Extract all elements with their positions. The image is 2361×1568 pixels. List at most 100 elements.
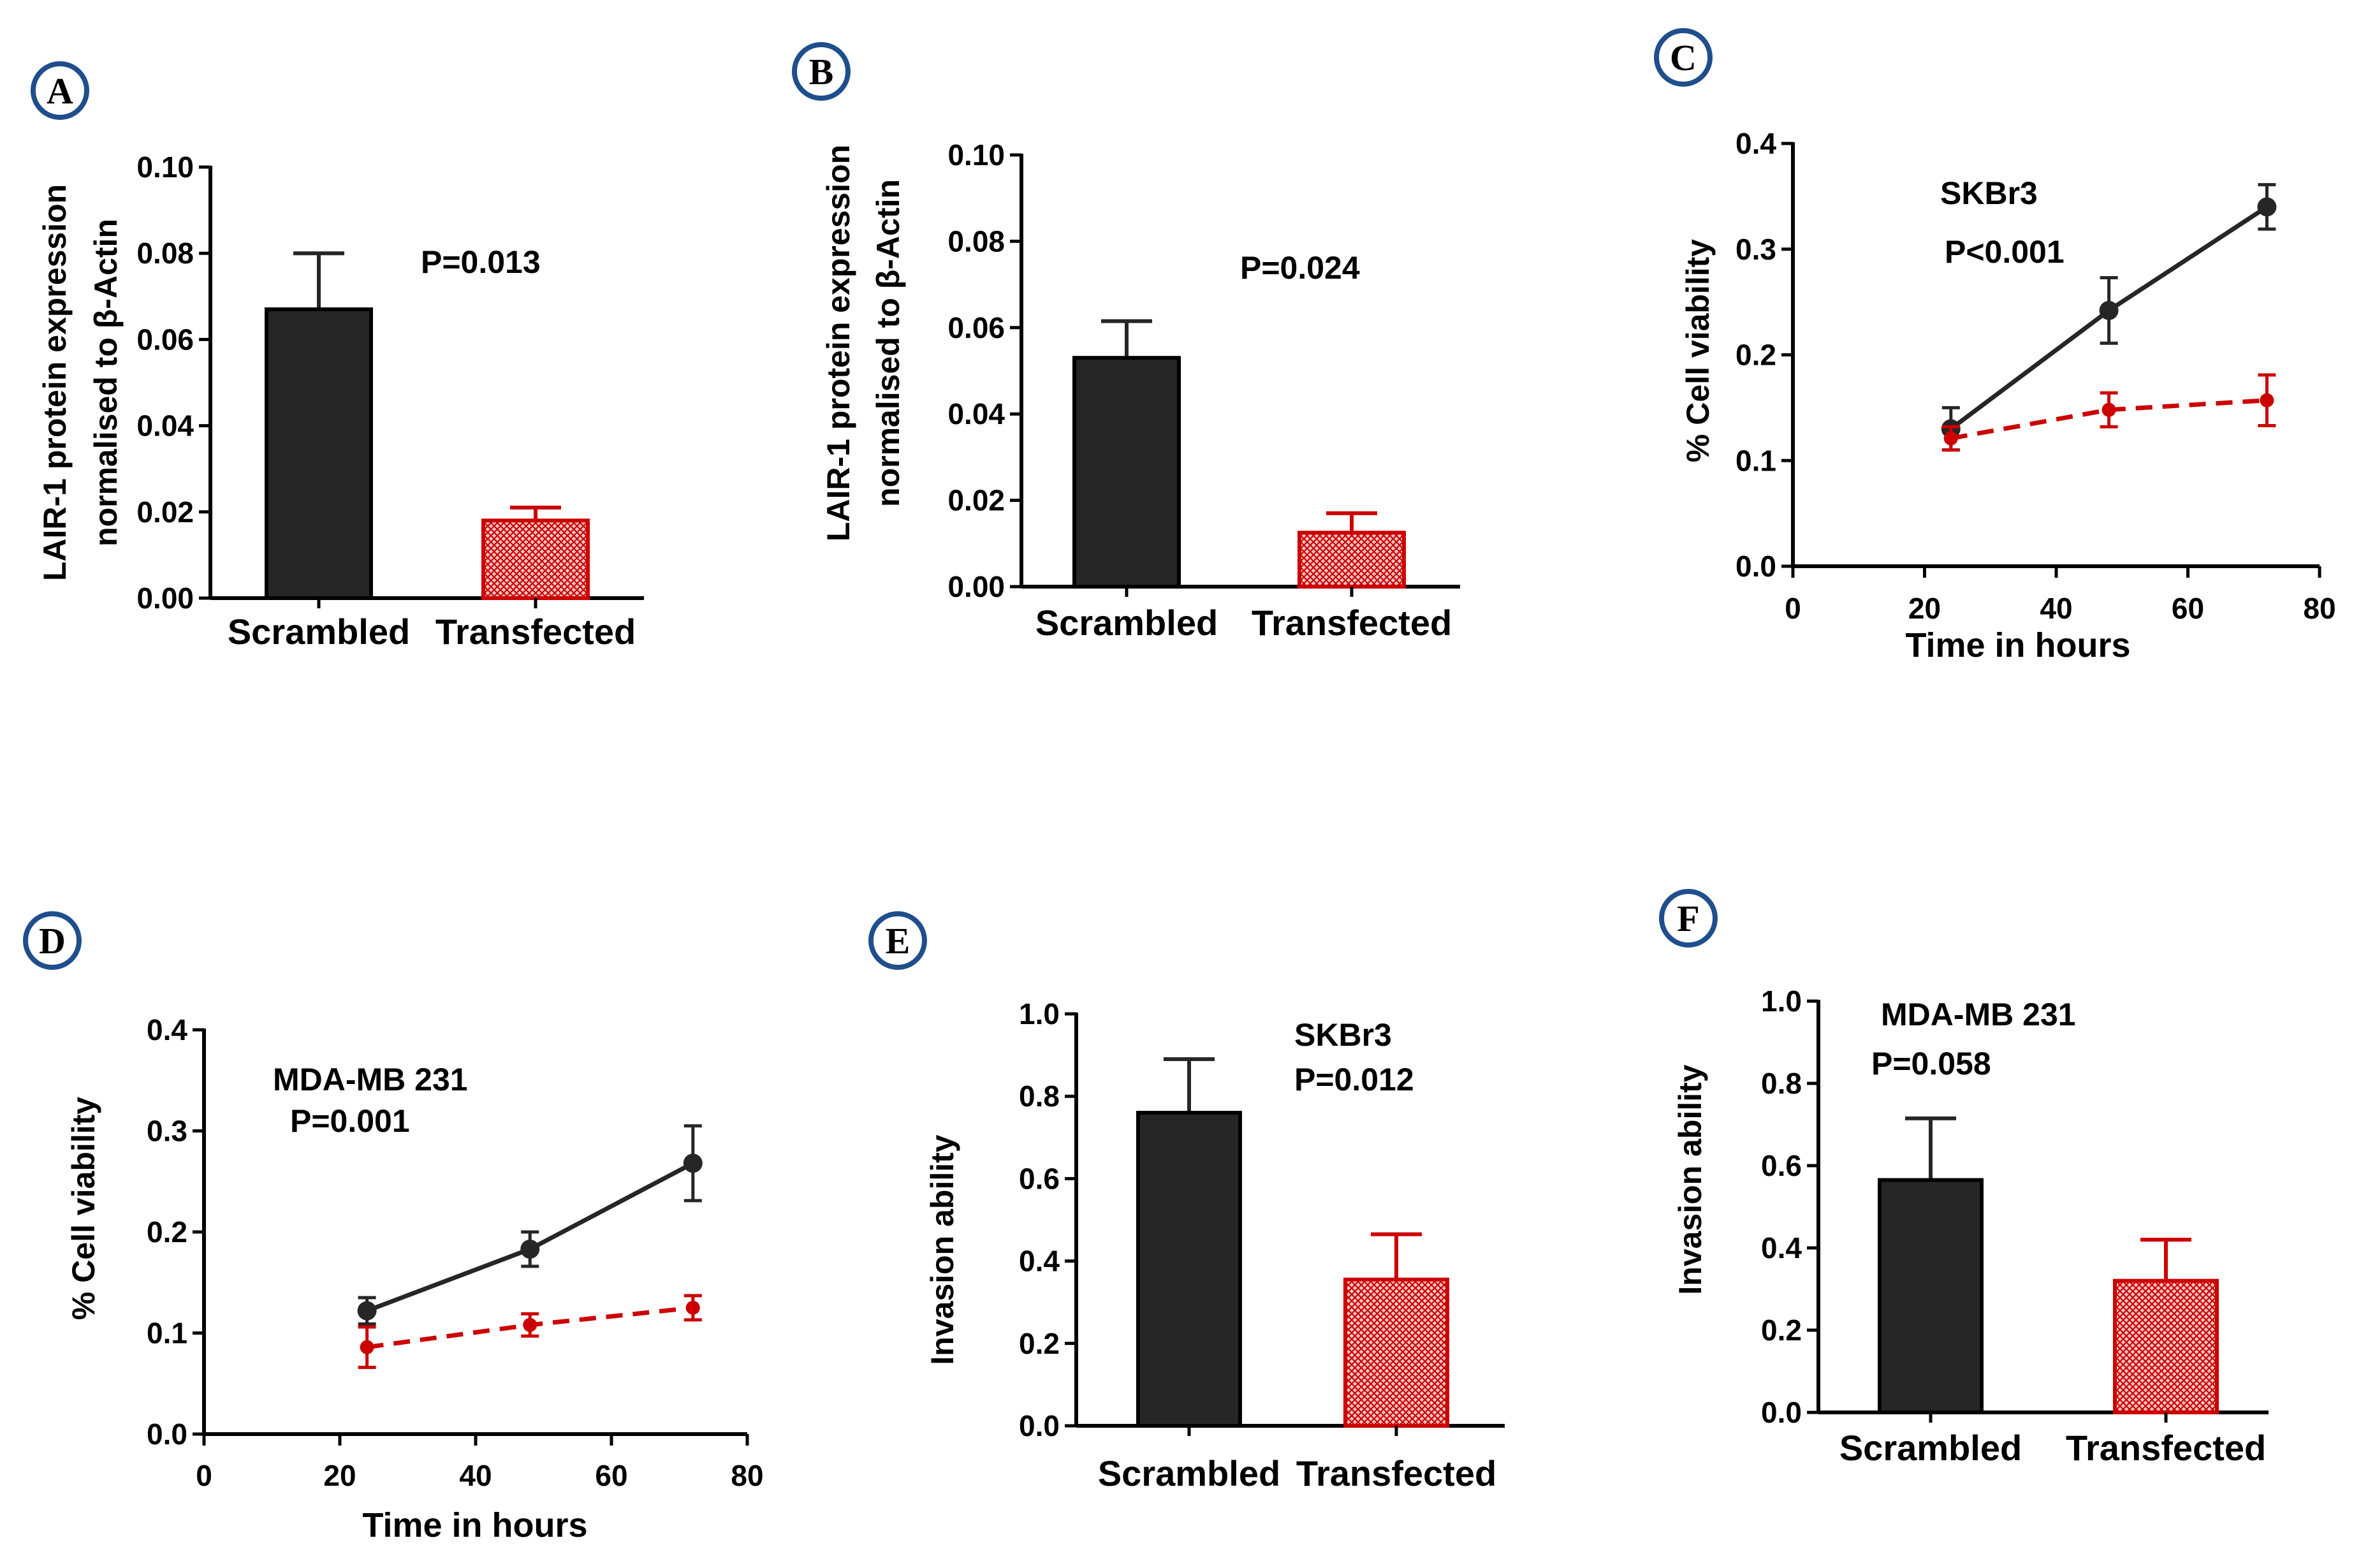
annotation: P=0.012 (1294, 1062, 1414, 1097)
x-tick-label: 40 (2040, 592, 2072, 625)
y-tick-label: 0.04 (136, 409, 194, 443)
x-tick-label: 60 (2172, 592, 2204, 625)
panel-badge (31, 61, 89, 120)
annotation: P=0.024 (1240, 250, 1360, 286)
y-tick-label: 0.4 (1761, 1231, 1802, 1264)
panel-badge (1659, 889, 1718, 948)
x-tick-label: 80 (731, 1459, 763, 1492)
y-tick-label: 0.4 (147, 1013, 187, 1046)
data-point (2260, 393, 2274, 407)
y-axis-title: LAIR-1 protein expression (821, 145, 856, 541)
y-tick-label: 0.2 (1019, 1327, 1060, 1360)
x-tick-label: 80 (2303, 592, 2335, 625)
y-tick-label: 0.2 (147, 1215, 187, 1249)
y-tick-label: 0.4 (1736, 127, 1776, 160)
y-tick-label: 0.4 (1019, 1245, 1060, 1278)
y-tick-label: 0.8 (1761, 1067, 1802, 1100)
y-axis-title: Invasion ability (925, 1134, 960, 1365)
y-tick-label: 0.1 (1736, 444, 1776, 477)
annotation: SKBr3 (1940, 175, 2038, 211)
panel-e: E 0.0 0.2 0.4 0.6 0.8 1.0 Invasion ability Scram… (868, 911, 1505, 1493)
x-tick-label: 20 (1908, 592, 1941, 625)
x-tick-label: 40 (459, 1459, 492, 1492)
y-tick-label: 0.6 (1761, 1149, 1802, 1182)
data-point (683, 1154, 703, 1173)
y-tick-label: 0.10 (136, 150, 194, 184)
bar-transfected (481, 518, 590, 601)
y-tick-label: 0.3 (147, 1115, 187, 1148)
x-axis-title: Time in hours (362, 1506, 587, 1544)
x-axis-title: Time in hours (1905, 626, 2130, 664)
panel-d: D 0.0 0.1 0.2 0.3 0.4 % Cell viability 0 20 40 60 8… (23, 911, 764, 1544)
annotation: MDA-MB 231 (1881, 997, 2076, 1032)
x-tick-label: 20 (323, 1459, 356, 1492)
panel-letter: B (809, 51, 834, 92)
y-tick-label: 0.1 (147, 1317, 187, 1350)
y-tick-label: 0.08 (136, 237, 194, 270)
annotation: SKBr3 (1294, 1017, 1392, 1053)
annotation: P=0.001 (290, 1103, 410, 1139)
y-tick-label: 0.0 (1736, 550, 1776, 583)
data-point (520, 1239, 540, 1259)
data-point (2102, 402, 2116, 417)
panel-badge (23, 911, 82, 970)
panel-b: B 0.00 0.02 0.04 0.06 0.08 0.10 LAIR-1 protein … (792, 42, 1460, 643)
data-point (360, 1340, 374, 1354)
y-tick-label: 0.3 (1736, 233, 1776, 266)
data-point (685, 1300, 700, 1315)
bar-scrambled (1878, 1178, 1984, 1414)
panel-letter: D (39, 920, 66, 962)
x-tick-label: 0 (196, 1459, 212, 1492)
y-tick-label: 0.0 (1019, 1409, 1060, 1442)
annotation: P=0.013 (421, 244, 541, 280)
panel-a: A 0.00 0.02 0.04 0.06 0.08 0.10 LAIR-1 protein … (31, 61, 644, 652)
bar-transfected (1343, 1277, 1449, 1428)
y-tick-label: 0.0 (1761, 1396, 1802, 1429)
y-tick-label: 0.02 (947, 484, 1005, 517)
x-tick-label: Scrambled (1098, 1453, 1280, 1493)
x-tick-label: Scrambled (228, 612, 410, 652)
panel-badge (1654, 28, 1713, 87)
bar-transfected (1297, 531, 1406, 589)
y-tick-label: 0.8 (1019, 1080, 1060, 1113)
y-tick-label: 0.02 (136, 495, 194, 529)
x-tick-label: Scrambled (1839, 1428, 2022, 1468)
y-tick-label: 0.06 (136, 323, 194, 356)
panel-badge (792, 42, 851, 101)
y-tick-label: 0.08 (947, 224, 1005, 258)
x-tick-label: Transfected (1252, 603, 1452, 643)
annotation: P<0.001 (1945, 234, 2065, 270)
y-axis-title: % Cell viability (1680, 239, 1716, 462)
panel-letter: C (1670, 37, 1697, 78)
x-tick-label: Scrambled (1035, 603, 1218, 643)
y-axis-title: normalised to β-Actin (88, 219, 124, 546)
y-axis-title: LAIR-1 protein expression (37, 184, 73, 581)
y-tick-label: 0.00 (947, 570, 1005, 603)
x-tick-label: 60 (595, 1459, 627, 1492)
y-axis-title: Invasion ability (1672, 1064, 1708, 1294)
panel-f: F 0.0 0.2 0.4 0.6 0.8 1.0 Invasion ability Scram… (1659, 889, 2269, 1468)
annotation: P=0.058 (1871, 1046, 1991, 1081)
y-tick-label: 0.10 (947, 138, 1005, 172)
data-point (523, 1317, 537, 1332)
panel-letter: F (1677, 898, 1699, 939)
x-tick-label: 0 (1785, 592, 1801, 625)
x-tick-label: Transfected (2066, 1428, 2266, 1468)
panel-badge (868, 911, 927, 970)
y-tick-label: 1.0 (1019, 997, 1060, 1030)
y-axis-title: normalised to β-Actin (870, 179, 906, 507)
data-point (2257, 197, 2277, 217)
y-tick-label: 1.0 (1761, 985, 1802, 1018)
x-tick-label: Transfected (435, 612, 636, 652)
y-tick-label: 0.06 (947, 311, 1005, 344)
data-point (1943, 431, 1958, 446)
bar-scrambled (1072, 356, 1181, 589)
y-tick-label: 0.0 (147, 1418, 187, 1451)
annotation: MDA-MB 231 (273, 1062, 468, 1097)
bar-scrambled (265, 307, 373, 600)
bar-transfected (2113, 1279, 2219, 1414)
panel-letter: A (47, 70, 73, 112)
y-tick-label: 0.2 (1736, 339, 1776, 372)
data-point (2099, 300, 2119, 320)
